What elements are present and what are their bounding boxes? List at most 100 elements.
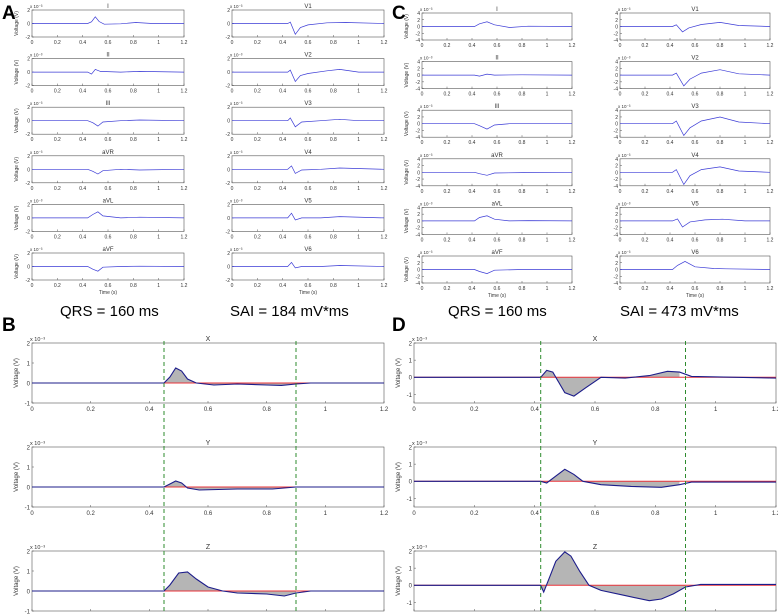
a-lead-v4-trace xyxy=(232,165,385,174)
b-lead-x-scale-label: x 10⁻³ xyxy=(30,337,45,343)
a-lead-avr-scale-label: x 10⁻³ xyxy=(30,150,43,155)
a-lead-iii-scale-label: x 10⁻³ xyxy=(30,101,43,106)
d-lead-x-xtick-label-6: 1.2 xyxy=(772,407,778,413)
c-lead-ii-ylabel: Voltage (V) xyxy=(404,62,410,87)
c-lead-iii-ytick-label-2: 0 xyxy=(417,122,420,128)
a-lead-v2-xtick-label-6: 1.2 xyxy=(381,89,388,95)
a-lead-v2-ytick-label-2: -2 xyxy=(226,84,231,90)
a-lead-v3-xtick-label-0: 0 xyxy=(231,137,234,143)
d-lead-y-xtick-label-0: 0 xyxy=(412,511,416,517)
a-lead-v2-subplot: V2x 10⁻³20-20 0.2 0.4 0.6 0.8 1 1.2 xyxy=(226,53,388,95)
a-lead-i-xtick-label-2: 0.4 xyxy=(79,40,86,46)
c-lead-v4-xtick-label-1: 0.2 xyxy=(642,189,649,195)
c-lead-v2-trace xyxy=(620,69,771,87)
c-lead-avr-trace xyxy=(422,171,573,176)
c-lead-v6-title: V6 xyxy=(691,250,699,256)
b-lead-x-ytick-label-1: 1 xyxy=(27,361,31,367)
a-lead-i-ytick-label-1: 0 xyxy=(27,22,30,28)
c-lead-v1-ytick-label-4: -4 xyxy=(614,38,619,44)
c-lead-ii-scale-label: x 10⁻³ xyxy=(420,56,433,61)
b-lead-x-xtick-label-4: 0.8 xyxy=(262,407,271,413)
a-lead-v1-xtick-label-6: 1.2 xyxy=(381,40,388,46)
c-lead-iii-title: III xyxy=(494,104,499,110)
d-lead-y-subplot: Yx 10⁻³2 1 0 -1 0 0.2 0.4 0.6 0.8 1 1.2 Voltage (V) xyxy=(396,440,778,517)
b-lead-y-xtick-label-2: 0.4 xyxy=(145,511,154,517)
a-lead-avf-ytick-label-2: -2 xyxy=(26,278,31,284)
c-lead-iii-xtick-label-5: 1 xyxy=(546,140,549,146)
c-lead-v2-scale-label: x 10⁻³ xyxy=(618,56,631,61)
a-lead-i-ytick-label-0: 2 xyxy=(27,8,30,14)
a-lead-v5-title: V5 xyxy=(304,198,312,204)
c-lead-avr-ytick-label-1: 2 xyxy=(417,164,420,170)
a-lead-v3-trace xyxy=(232,117,384,128)
c-lead-v6-xtick-label-5: 1 xyxy=(744,286,747,292)
c-lead-i-ytick-label-1: 2 xyxy=(417,18,420,24)
a-lead-v3-xtick-label-4: 0.8 xyxy=(330,137,337,143)
a-lead-v1-subplot: V1x 10⁻³20-20 0.2 0.4 0.6 0.8 1 1.2 xyxy=(226,4,388,46)
d-lead-x-shaded-area xyxy=(540,370,680,397)
b-lead-x-ytick-label-2: 0 xyxy=(27,381,31,387)
a-lead-v3-subplot: V3x 10⁻³20-20 0.2 0.4 0.6 0.8 1 1.2 xyxy=(226,101,388,143)
d-lead-z-ytick-label-2: 0 xyxy=(409,584,413,590)
a-lead-iii-ytick-label-0: 2 xyxy=(27,105,30,111)
d-lead-y-trace xyxy=(414,468,776,488)
c-lead-i-xtick-label-6: 1.2 xyxy=(569,43,576,49)
c-lead-v6-xlabel: Time (s) xyxy=(686,293,704,299)
c-lead-avl-xtick-label-0: 0 xyxy=(421,237,424,243)
c-lead-v1-title: V1 xyxy=(691,7,699,13)
c-lead-v4-xtick-label-3: 0.6 xyxy=(692,189,699,195)
a-lead-v6-xtick-label-5: 1 xyxy=(357,283,360,289)
c-lead-avl-xtick-label-4: 0.8 xyxy=(519,237,526,243)
d-lead-x-title: X xyxy=(593,336,598,343)
a-lead-avf-scale-label: x 10⁻³ xyxy=(30,247,43,252)
c-lead-v2-xtick-label-1: 0.2 xyxy=(642,92,649,98)
c-lead-avf-ytick-label-3: -2 xyxy=(416,274,421,280)
c-lead-ii-ytick-label-0: 4 xyxy=(417,60,420,66)
c-lead-v4-ytick-label-3: -2 xyxy=(614,177,619,183)
a-lead-v4-xtick-label-3: 0.6 xyxy=(305,186,312,192)
d-lead-x-xtick-label-0: 0 xyxy=(412,407,416,413)
d-lead-x-ytick-label-0: 2 xyxy=(409,341,413,347)
a-lead-ii-ytick-label-0: 2 xyxy=(27,57,30,63)
c-lead-v1-xtick-label-1: 0.2 xyxy=(642,43,649,49)
c-lead-avr-ytick-label-3: -2 xyxy=(416,177,421,183)
c-lead-v5-xtick-label-6: 1.2 xyxy=(767,237,774,243)
a-lead-avr-title: aVR xyxy=(102,150,114,156)
c-lead-avr-scale-label: x 10⁻³ xyxy=(420,153,433,158)
d-lead-x-frame xyxy=(413,342,777,404)
c-lead-v3-xtick-label-1: 0.2 xyxy=(642,140,649,146)
c-lead-v1-xtick-label-6: 1.2 xyxy=(767,43,774,49)
c-lead-avf-xtick-label-6: 1.2 xyxy=(569,286,576,292)
c-lead-avl-ytick-label-3: -2 xyxy=(416,226,421,232)
c-lead-i-ytick-label-4: -4 xyxy=(416,38,421,44)
c-lead-v1-xtick-label-5: 1 xyxy=(744,43,747,49)
c-lead-v1-ytick-label-1: 2 xyxy=(615,18,618,24)
a-lead-v3-xtick-label-5: 1 xyxy=(357,137,360,143)
a-lead-v1-trace xyxy=(232,21,385,35)
a-lead-v3-xtick-label-2: 0.4 xyxy=(279,137,286,143)
a-lead-v6-xtick-label-0: 0 xyxy=(231,283,234,289)
c-lead-v4-title: V4 xyxy=(691,153,699,159)
c-lead-avr-ytick-label-4: -4 xyxy=(416,184,421,190)
c-lead-v2-xtick-label-3: 0.6 xyxy=(692,92,699,98)
a-lead-avf-xtick-label-6: 1.2 xyxy=(181,283,188,289)
a-lead-avl-title: aVL xyxy=(103,198,114,204)
c-lead-v2-ytick-label-1: 2 xyxy=(615,66,618,72)
a-lead-v5-scale-label: x 10⁻³ xyxy=(230,198,243,203)
c-lead-ii-xtick-label-0: 0 xyxy=(421,92,424,98)
d-lead-x-xtick-label-5: 1 xyxy=(714,407,718,413)
d-lead-x-ytick-label-3: -1 xyxy=(407,393,413,399)
c-lead-v5-xtick-label-1: 0.2 xyxy=(642,237,649,243)
b-lead-x-frame xyxy=(31,342,385,404)
